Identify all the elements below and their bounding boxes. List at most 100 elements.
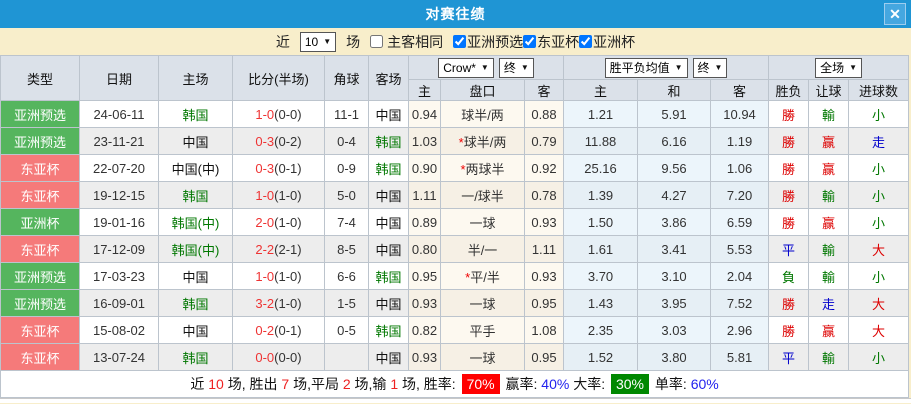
avg-home-cell: 25.16 <box>563 154 639 182</box>
summary-segment: 30% <box>610 374 650 394</box>
score-cell: 0-3(0-2) <box>232 127 325 155</box>
avg-home-cell: 11.88 <box>563 127 639 155</box>
competition-label: 东亚杯 <box>537 33 580 50</box>
handicap-cell: *两球半 <box>440 154 525 182</box>
fulltime-score: 2-2 <box>255 241 275 257</box>
summary-segment: 10 <box>208 376 224 392</box>
score-cell: 3-2(1-0) <box>232 289 325 317</box>
match-type-badge: 亚洲预选 <box>0 127 80 155</box>
home-team-cell: 韩国 <box>158 181 233 209</box>
halftime-score: (0-2) <box>274 133 302 149</box>
corner-cell: 0-4 <box>324 127 369 155</box>
handicap-result-cell: 赢 <box>808 127 850 155</box>
avg-type-select[interactable]: 胜平负均值 <box>604 57 688 78</box>
score-cell: 2-0(1-0) <box>232 208 325 236</box>
halftime-score: (0-0) <box>274 349 302 365</box>
odds-away-cell: 0.93 <box>523 208 565 236</box>
result-cell: 勝 <box>768 208 810 236</box>
avg-home-cell: 1.21 <box>563 100 639 128</box>
handicap-result-cell: 走 <box>808 289 850 317</box>
competition-checkbox[interactable] <box>453 35 467 48</box>
competition-label: 亚洲预选 <box>467 33 524 50</box>
result-cell: 平 <box>768 235 810 263</box>
odds-home-cell: 0.90 <box>408 154 441 182</box>
scope-group-header: 全场 <box>768 55 910 80</box>
competition-filter[interactable]: 亚洲预选 <box>453 32 523 52</box>
head-to-head-table: 类型 日期 主场 比分(半场) 角球 客场 Crow* 终 胜 <box>0 55 910 398</box>
col-header-odds-away: 客 <box>523 79 565 101</box>
col-header-type: 类型 <box>0 55 80 101</box>
avg-draw-cell: 3.80 <box>637 343 712 371</box>
avg-away-cell: 7.52 <box>710 289 770 317</box>
col-header-away: 客场 <box>368 55 409 101</box>
avg-draw-cell: 3.03 <box>637 316 712 344</box>
handicap-cell: 一球 <box>440 289 525 317</box>
competition-checkbox[interactable] <box>523 35 537 48</box>
handicap-cell: 平手 <box>440 316 525 344</box>
avg-group-header: 胜平负均值 终 <box>563 55 770 80</box>
halftime-score: (0-0) <box>274 106 302 122</box>
result-cell: 勝 <box>768 100 810 128</box>
away-team-cell: 中国 <box>368 100 409 128</box>
corner-cell: 6-6 <box>324 262 369 290</box>
recent-count-select[interactable]: 10 <box>299 31 337 52</box>
match-row: 亚洲预选 16-09-01 韩国 3-2(1-0) 1-5 中国 0.93 一球 0.95 1.4… <box>0 289 910 317</box>
away-team-cell: 中国 <box>368 289 409 317</box>
col-header-result: 胜负 <box>768 79 810 101</box>
competition-checkbox[interactable] <box>579 35 593 48</box>
avg-stage-select[interactable]: 终 <box>692 57 728 78</box>
odds-group-header: Crow* 终 <box>407 55 565 80</box>
fulltime-score: 2-0 <box>255 214 275 230</box>
col-header-goals: 进球数 <box>848 79 910 101</box>
avg-home-cell: 1.52 <box>563 343 639 371</box>
result-cell: 平 <box>768 343 810 371</box>
odds-away-cell: 0.79 <box>523 127 565 155</box>
odds-home-cell: 0.89 <box>408 208 441 236</box>
result-cell: 勝 <box>768 181 810 209</box>
avg-home-cell: 2.35 <box>563 316 639 344</box>
handicap-changed-star: * <box>460 161 466 177</box>
halftime-score: (1-0) <box>274 187 302 203</box>
col-header-corner: 角球 <box>324 55 369 101</box>
date-cell: 15-08-02 <box>79 316 159 344</box>
same-venue-filter[interactable]: 主客相同 <box>370 32 443 52</box>
avg-away-cell: 10.94 <box>710 100 770 128</box>
halftime-score: (0-1) <box>274 160 302 176</box>
avg-draw-cell: 3.41 <box>637 235 712 263</box>
competition-filter[interactable]: 亚洲杯 <box>579 32 635 52</box>
avg-home-cell: 3.70 <box>563 262 639 290</box>
away-team-cell: 中国 <box>368 208 409 236</box>
away-team-cell: 韩国 <box>368 316 409 344</box>
dialog-titlebar: 对赛往绩 ✕ <box>0 0 911 28</box>
odds-company-select[interactable]: Crow* <box>438 57 494 78</box>
avg-type-value: 胜平负均值 <box>609 60 670 75</box>
match-type-badge: 东亚杯 <box>0 316 80 344</box>
fulltime-score: 3-2 <box>255 295 275 311</box>
close-button[interactable]: ✕ <box>884 3 906 25</box>
away-team-cell: 韩国 <box>368 262 409 290</box>
odds-home-cell: 0.93 <box>408 343 441 371</box>
scope-select[interactable]: 全场 <box>815 57 863 78</box>
goals-cell: 小 <box>848 181 910 209</box>
odds-away-cell: 1.11 <box>523 235 565 263</box>
avg-home-cell: 1.39 <box>563 181 639 209</box>
match-type-badge: 亚洲杯 <box>0 208 80 236</box>
col-header-home: 主场 <box>158 55 233 101</box>
handicap-changed-star: * <box>458 134 464 150</box>
same-venue-label: 主客相同 <box>387 33 444 50</box>
handicap-result-cell: 赢 <box>808 208 850 236</box>
summary-segment: 40% <box>541 376 570 392</box>
summary-segment: 单率: <box>651 376 691 392</box>
halftime-score: (0-1) <box>274 322 302 338</box>
col-header-score: 比分(半场) <box>232 55 325 101</box>
competition-filter[interactable]: 东亚杯 <box>523 32 579 52</box>
avg-away-cell: 5.53 <box>710 235 770 263</box>
handicap-cell: 球半/两 <box>440 100 525 128</box>
odds-away-cell: 0.95 <box>523 343 565 371</box>
goals-cell: 小 <box>848 208 910 236</box>
odds-stage-select[interactable]: 终 <box>498 57 534 78</box>
same-venue-checkbox[interactable] <box>370 35 384 48</box>
handicap-cell: *平/半 <box>440 262 525 290</box>
handicap-result-cell: 赢 <box>808 316 850 344</box>
avg-draw-cell: 3.95 <box>637 289 712 317</box>
